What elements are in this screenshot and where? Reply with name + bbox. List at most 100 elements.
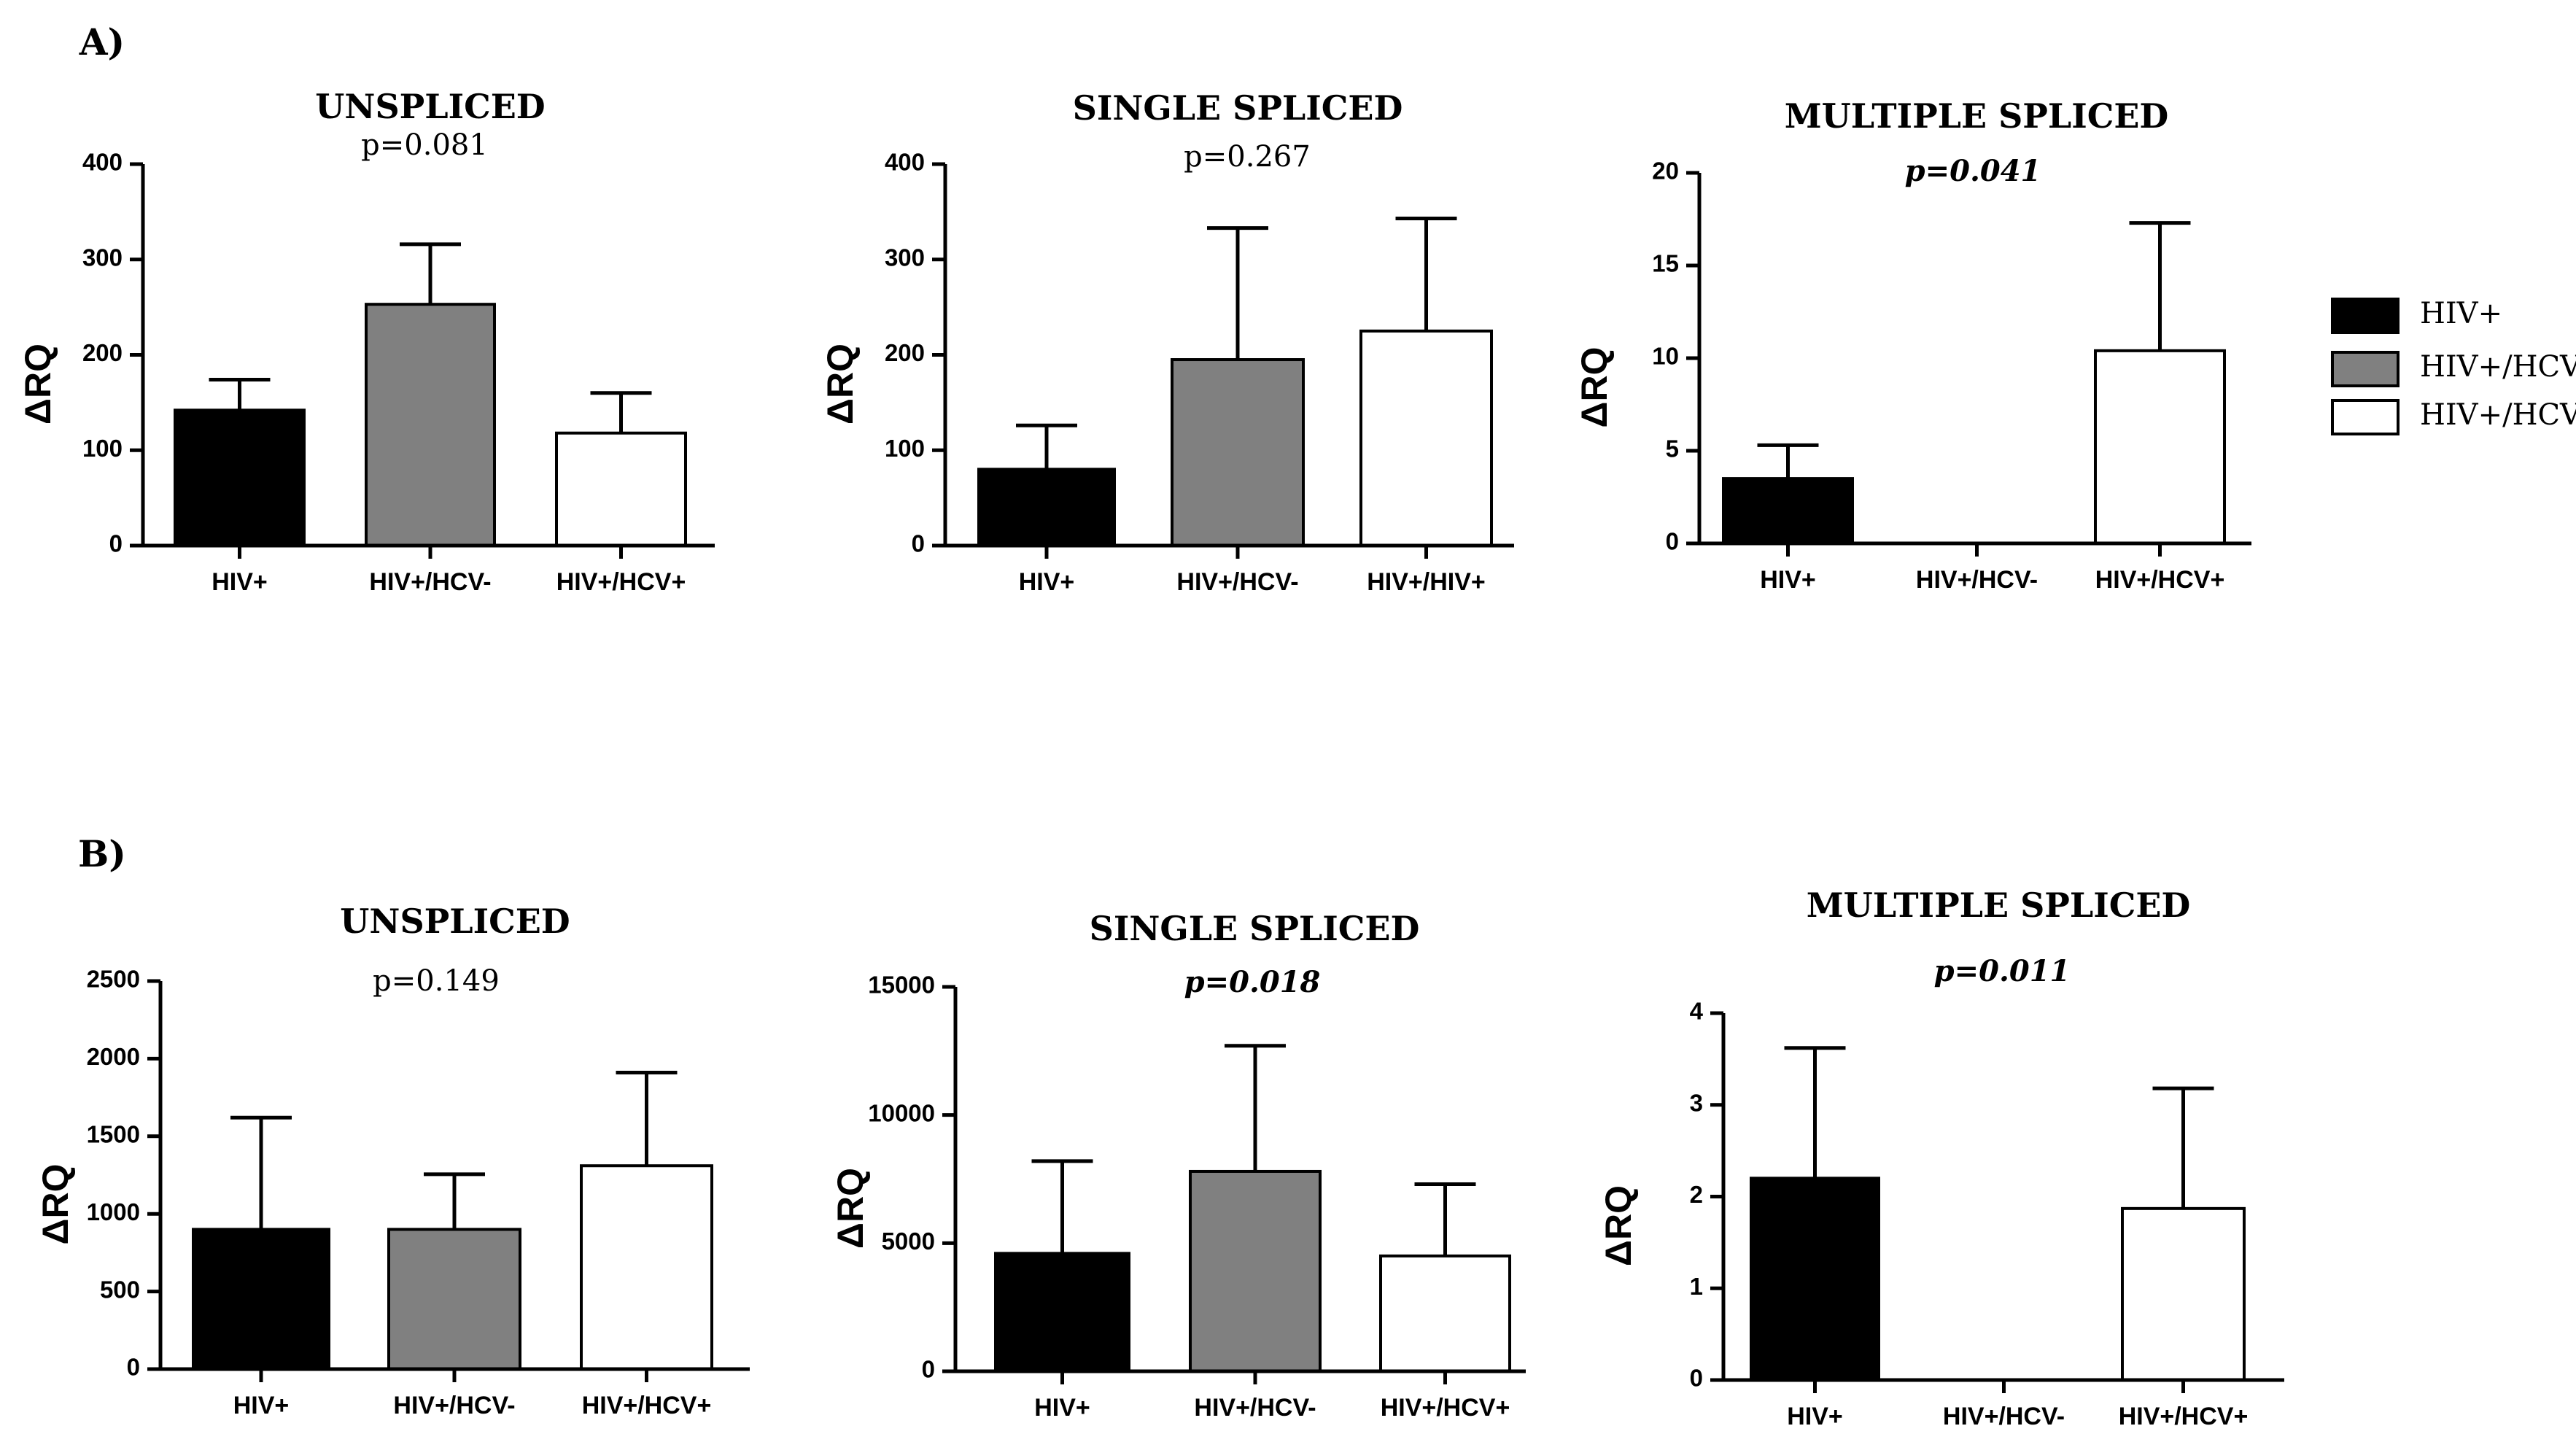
x-tick-label: HIV+ [1034,1394,1090,1422]
legend-swatch [2331,298,2400,334]
y-tick-label: 5 [1666,435,1679,462]
p-value-label: p=0.011 [1934,954,2071,988]
y-tick-label: 0 [922,1356,935,1383]
y-tick-label: 100 [885,435,925,462]
p-value-label: p=0.149 [373,964,500,998]
y-tick-label: 4 [1690,998,1704,1025]
y-axis-title: ΔRQ [820,344,861,425]
y-tick-label: 200 [82,339,123,366]
p-value-label: p=0.018 [1184,965,1321,999]
legend-swatch [2331,399,2400,435]
x-tick-label: HIV+/HCV- [1176,568,1298,596]
y-tick-label: 2 [1690,1181,1703,1208]
y-tick-label: 200 [885,339,925,366]
x-tick-label: HIV+/HCV+ [2095,566,2225,594]
bar [365,303,496,547]
y-tick-label: 1500 [87,1121,140,1148]
chart-title: UNSPLICED [315,87,545,126]
bar [387,1228,521,1371]
legend: HIV+ HIV+/HCV- HIV+/HCV+ [2331,297,2576,435]
x-tick-label: HIV+/HCV+ [1381,1394,1510,1422]
x-tick-label: HIV+/HIV+ [1367,568,1486,596]
bar [174,408,306,548]
x-tick-label: HIV+/HCV- [393,1392,515,1419]
bar [994,1252,1130,1373]
y-tick-label: 0 [1666,528,1679,555]
y-axis-title: ΔRQ [18,344,58,425]
x-tick-label: HIV+ [233,1392,290,1419]
bar [192,1228,330,1371]
x-tick-label: HIV+ [1760,566,1816,594]
y-tick-label: 2000 [87,1043,140,1070]
x-tick-label: HIV+ [212,568,268,596]
x-tick-label: HIV+/HCV+ [582,1392,712,1419]
bar [1722,477,1854,545]
x-tick-label: HIV+/HCV- [1943,1403,2065,1430]
y-axis-title: ΔRQ [1574,347,1615,428]
x-tick-label: HIV+ [1019,568,1075,596]
p-value-label: p=0.041 [1905,154,2041,188]
panel-label: B) [78,832,126,875]
x-tick-label: HIV+/HCV- [369,568,491,596]
p-value-label: p=0.081 [361,128,488,162]
y-tick-label: 10 [1652,343,1679,370]
y-tick-label: 0 [1690,1365,1703,1392]
y-tick-label: 300 [82,244,123,271]
legend-item: HIV+ [2331,297,2502,334]
x-tick-label: HIV+ [1787,1403,1843,1430]
y-tick-label: 20 [1652,158,1679,185]
chart-4: B) UNSPLICED p=0.149 0 500 1000 1500 2000 2500 ΔR… [35,832,750,1419]
y-tick-label: 10000 [868,1099,935,1126]
y-axis-title: ΔRQ [1598,1185,1639,1266]
bar [1379,1254,1511,1373]
y-tick-label: 15000 [868,972,935,999]
bar [2121,1206,2246,1382]
bar [1171,358,1305,547]
legend-label: HIV+/HCV+ [2420,398,2576,432]
legend-label: HIV+/HCV- [2420,350,2576,384]
bar [977,468,1116,548]
y-tick-label: 0 [109,530,123,557]
y-tick-label: 100 [82,435,123,462]
legend-swatch [2331,351,2400,387]
x-tick-label: HIV+/HCV- [1194,1394,1316,1422]
y-tick-label: 0 [127,1354,140,1381]
bar [2094,349,2226,545]
bar [555,431,687,548]
bar [1359,329,1493,547]
y-tick-label: 1 [1690,1273,1703,1300]
chart-title: SINGLE SPLICED [1073,88,1403,128]
bar [1189,1169,1322,1373]
y-tick-label: 2500 [87,966,140,993]
p-value-label: p=0.267 [1184,140,1311,174]
bar [580,1164,713,1371]
legend-label: HIV+ [2420,297,2502,330]
y-tick-label: 5000 [882,1228,935,1255]
y-tick-label: 500 [100,1276,140,1303]
chart-5: SINGLE SPLICED p=0.018 0 5000 10000 15000 ΔRQ H… [830,909,1526,1422]
chart-title: MULTIPLE SPLICED [1785,96,2169,136]
bar [1750,1177,1880,1381]
chart-title: MULTIPLE SPLICED [1807,885,2191,925]
x-tick-label: HIV+/HCV+ [556,568,686,596]
x-tick-label: HIV+/HCV- [1916,566,2038,594]
chart-title: SINGLE SPLICED [1090,909,1420,948]
chart-title: UNSPLICED [340,902,570,941]
y-tick-label: 0 [912,530,925,557]
y-tick-label: 300 [885,244,925,271]
legend-item: HIV+/HCV- [2331,350,2576,387]
x-tick-label: HIV+/HCV+ [2119,1403,2249,1430]
y-tick-label: 1000 [87,1198,140,1225]
y-axis-title: ΔRQ [35,1164,76,1245]
y-tick-label: 15 [1652,250,1679,277]
chart-3: MULTIPLE SPLICED p=0.041 0 5 10 15 20 ΔRQ HIV+ HI… [1574,96,2251,594]
y-tick-label: 400 [885,149,925,176]
y-tick-label: 400 [82,149,123,176]
legend-item: HIV+/HCV+ [2331,398,2576,435]
y-tick-label: 3 [1690,1089,1703,1116]
y-axis-title: ΔRQ [830,1168,871,1249]
chart-2: SINGLE SPLICED p=0.267 0 100 200 300 400 ΔRQ HIV… [820,88,1514,596]
panel-label: A) [79,20,125,63]
